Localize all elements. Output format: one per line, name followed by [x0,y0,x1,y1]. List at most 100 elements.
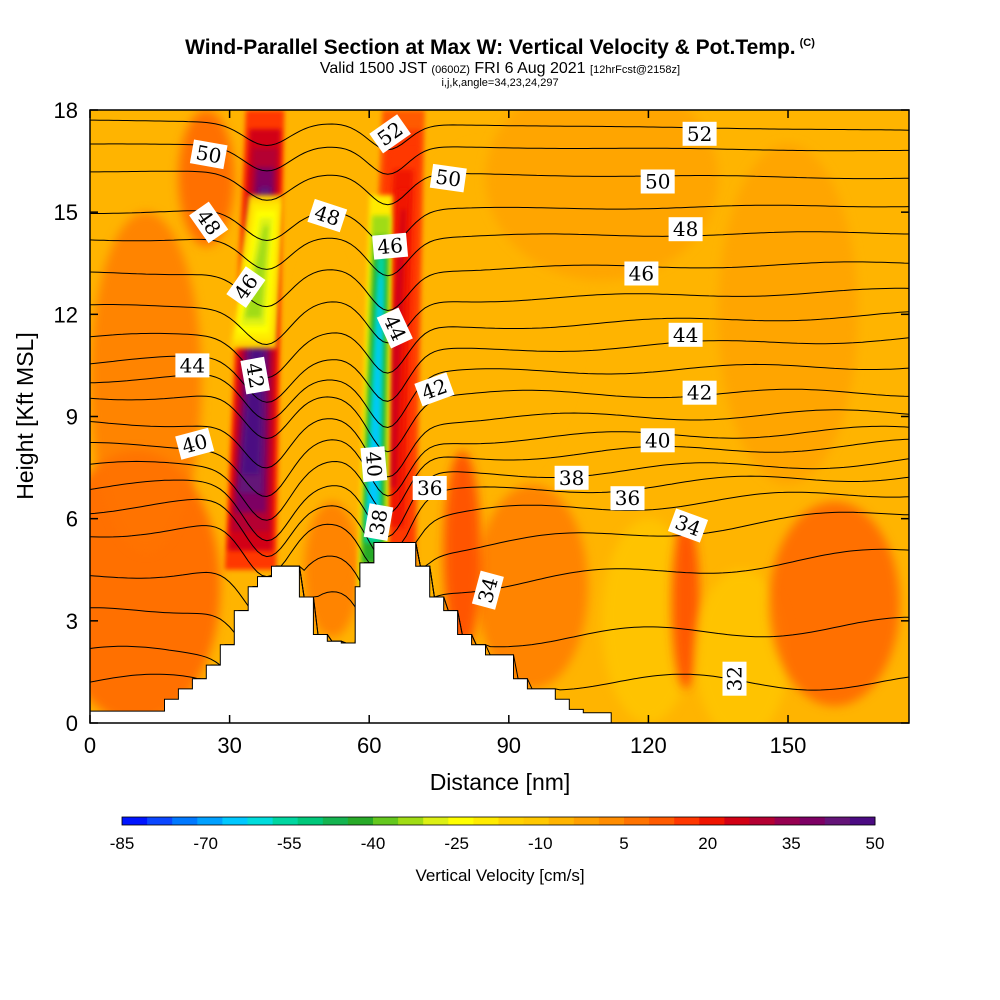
contour-label-13: 44 [668,322,703,347]
contour-label-bg-23 [610,486,645,511]
x-tick-label-3: 90 [497,733,521,758]
field-blob-11 [485,110,719,281]
contour-label-bg-26 [722,661,747,696]
theta-contour-42 [90,388,909,453]
y-tick-label-4: 12 [54,302,78,327]
contour-label-text-11: 44 [180,353,205,377]
contour-label-text-0: 52 [687,122,712,146]
x-tick-label-0: 0 [84,733,96,758]
theta-contour-37 [90,475,909,558]
colorbar-swatch-4 [222,817,248,825]
y-tick-label-6: 18 [54,98,78,123]
valid-time: Valid 1500 JST [319,60,427,77]
colorbar-swatch-29 [849,817,876,825]
contour-label-2: 50 [189,139,228,170]
field-blob-8 [694,569,788,723]
contour-label-bg-3 [429,163,467,193]
theta-contour-41 [90,409,909,478]
theta-contour-44 [90,337,909,403]
field-blob-1 [90,212,202,553]
colorbar-swatch-20 [624,817,650,825]
contour-label-text-10: 46 [629,262,654,286]
colorbar-swatch-8 [322,817,349,825]
colorbar-swatch-28 [824,817,851,825]
y-axis-title: Height [Kft MSL] [12,332,38,499]
y-tick-label-5: 15 [54,200,78,225]
contour-label-bg-19 [640,428,675,453]
contour-label-text-4: 50 [645,170,670,194]
colorbar-swatch-15 [498,817,525,825]
contour-label-text-9: 46 [376,233,403,259]
x-tick-label-4: 120 [630,733,667,758]
contour-label-bg-8 [226,266,266,308]
colorbar-swatch-27 [799,817,826,825]
contour-label-text-18: 40 [361,450,387,477]
contour-label-bg-1 [369,114,411,154]
colorbar-swatch-19 [598,817,625,825]
colorbar: -85 -70 -55 -40 -25 -10 5 20 35 50 [110,816,884,853]
section-params: i,j,k,angle=34,23,24,297 [441,77,559,89]
y-tick-label-2: 6 [66,507,78,532]
contour-label-16: 42 [682,380,717,405]
chart-title-mark: (C) [799,37,815,49]
colorbar-swatch-5 [247,817,274,825]
theta-contour-45 [90,311,909,379]
theta-contour-46 [90,287,909,346]
colorbar-title: Vertical Velocity [cm/s] [415,866,584,885]
contour-label-18: 40 [360,446,388,483]
terrain-profile [90,542,626,723]
contour-label-0: 52 [682,121,717,146]
contour-label-bg-9 [372,232,409,260]
colorbar-label-4: -25 [444,834,469,853]
contour-label-bg-17 [175,427,215,460]
theta-contour-38 [90,458,909,542]
field-blob-12 [443,450,481,655]
x-axis-title: Distance [nm] [430,769,571,795]
colorbar-swatch-7 [297,817,324,825]
field-blob-6 [601,518,695,723]
colorbar-swatch-10 [373,817,399,825]
contour-label-3: 50 [429,163,467,193]
colorbar-label-1: -70 [193,834,218,853]
contour-label-23: 36 [610,486,645,511]
theta-contour-36 [90,491,909,578]
contour-label-11: 44 [175,353,210,378]
contour-label-text-21: 38 [364,507,392,536]
colorbar-label-7: 20 [698,834,717,853]
colorbar-swatch-23 [699,817,725,825]
terrain [90,542,626,723]
contour-label-bg-2 [189,139,228,170]
contour-label-21: 38 [363,503,394,541]
colorbar-swatch-24 [724,817,750,825]
field-blob-7 [671,518,700,689]
field-blob-13 [178,110,235,247]
colorbar-label-6: 5 [619,834,628,853]
contour-label-text-2: 50 [194,140,223,168]
contour-label-text-20: 38 [559,466,584,490]
contour-label-text-3: 50 [434,164,463,191]
field-blob-3 [304,501,360,638]
contour-label-bg-14 [240,356,270,395]
colorbar-swatch-1 [147,817,173,825]
contour-label-22: 36 [412,476,447,500]
theta-contour-50 [90,170,909,206]
colorbar-swatch-17 [548,817,575,825]
contour-label-text-13: 44 [673,323,698,347]
colorbar-swatch-11 [398,817,424,825]
contour-label-9: 46 [372,232,409,260]
theta-contour-39 [90,438,909,521]
y-tick-label-0: 0 [66,711,78,736]
y-tick-label-1: 3 [66,609,78,634]
contour-label-bg-16 [682,380,717,405]
colorbar-swatch-21 [649,817,675,825]
theta-contour-48 [90,231,909,277]
contour-label-10: 46 [624,261,659,286]
colorbar-swatch-25 [749,817,776,825]
contour-label-bg-5 [189,201,229,244]
chart-subtitle: Valid 1500 JST (0600Z) FRI 6 Aug 2021 [1… [0,60,1000,78]
theta-contour-40 [90,425,909,498]
theta-contour-49 [90,204,909,246]
colorbar-label-2: -55 [277,834,302,853]
